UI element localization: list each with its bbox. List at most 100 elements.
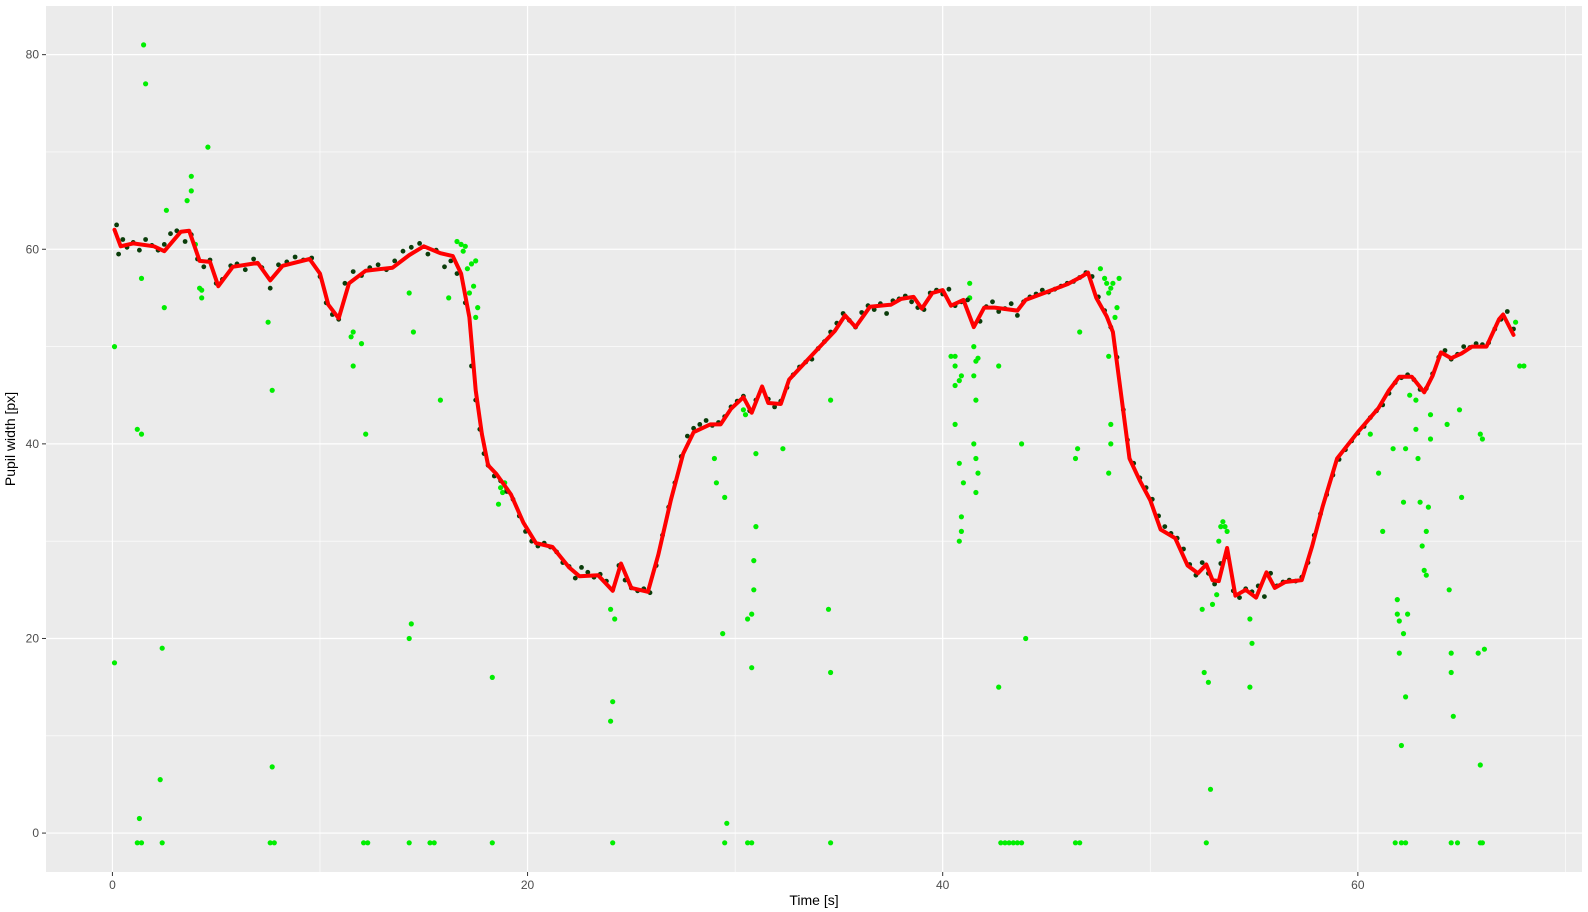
raw-sample-point xyxy=(610,699,616,705)
raw-sample-point xyxy=(1112,314,1118,320)
raw-sample-point xyxy=(952,382,958,389)
raw-sample-point xyxy=(134,840,140,846)
valid-sample-point xyxy=(137,247,142,253)
x-tick-label: 0 xyxy=(109,878,116,892)
valid-sample-point xyxy=(392,258,398,264)
raw-sample-point xyxy=(1108,441,1114,447)
valid-sample-point xyxy=(425,251,431,257)
raw-sample-point xyxy=(1400,499,1407,505)
raw-sample-point xyxy=(612,616,618,622)
raw-sample-point xyxy=(1214,592,1220,598)
raw-sample-point xyxy=(406,290,412,296)
raw-sample-point xyxy=(199,295,205,301)
raw-sample-point xyxy=(1398,840,1404,846)
raw-sample-point xyxy=(749,840,755,846)
valid-sample-point xyxy=(585,569,591,575)
raw-sample-point xyxy=(1390,446,1396,452)
raw-sample-point xyxy=(1207,786,1214,792)
raw-sample-point xyxy=(1415,455,1421,462)
y-tick-label: 40 xyxy=(26,437,40,451)
raw-sample-point xyxy=(267,840,273,846)
raw-sample-point xyxy=(1477,762,1483,768)
valid-sample-point xyxy=(909,299,914,305)
raw-sample-point xyxy=(1367,431,1373,437)
raw-sample-point xyxy=(437,397,443,403)
raw-sample-point xyxy=(1247,616,1253,622)
raw-sample-point xyxy=(489,674,495,681)
x-tick-label: 40 xyxy=(936,878,950,892)
raw-sample-point xyxy=(711,455,718,462)
raw-sample-point xyxy=(996,363,1002,369)
raw-sample-point xyxy=(1102,275,1108,281)
raw-sample-point xyxy=(608,606,614,612)
valid-sample-point xyxy=(174,228,180,234)
raw-sample-point xyxy=(1448,669,1454,676)
valid-sample-point xyxy=(1442,348,1448,353)
y-axis-title: Pupil width [px] xyxy=(2,392,18,486)
raw-sample-point xyxy=(956,378,962,384)
raw-sample-point xyxy=(1108,421,1114,427)
raw-sample-point xyxy=(1106,290,1112,296)
y-axis: 0 20 40 60 80 xyxy=(26,48,46,840)
raw-sample-point xyxy=(828,669,834,676)
raw-sample-point xyxy=(973,455,979,462)
valid-sample-point xyxy=(1162,524,1168,529)
valid-sample-point xyxy=(120,237,126,242)
raw-sample-point xyxy=(1427,436,1434,442)
raw-sample-point xyxy=(1400,631,1407,637)
raw-sample-point xyxy=(1407,392,1413,398)
raw-sample-point xyxy=(1247,684,1253,690)
raw-sample-point xyxy=(500,489,506,496)
valid-sample-point xyxy=(400,248,406,254)
valid-sample-point xyxy=(990,299,995,305)
raw-sample-point xyxy=(138,840,145,846)
raw-sample-point xyxy=(956,460,962,466)
raw-sample-point xyxy=(363,431,369,437)
raw-sample-point xyxy=(1396,650,1402,656)
raw-sample-point xyxy=(446,295,452,301)
raw-sample-point xyxy=(141,42,147,48)
raw-sample-point xyxy=(1413,426,1419,432)
valid-sample-point xyxy=(442,264,447,270)
raw-sample-point xyxy=(749,665,755,671)
valid-sample-point xyxy=(168,231,173,237)
raw-sample-point xyxy=(1222,524,1228,530)
grid-major xyxy=(46,6,1582,872)
raw-sample-point xyxy=(1477,431,1483,437)
raw-sample-point xyxy=(269,387,275,393)
raw-sample-point xyxy=(1006,840,1012,846)
raw-sample-point xyxy=(134,426,140,432)
raw-sample-point xyxy=(431,840,437,846)
raw-sample-point xyxy=(1394,597,1400,603)
raw-sample-point xyxy=(1403,840,1409,846)
raw-sample-point xyxy=(271,840,277,846)
y-tick-label: 60 xyxy=(26,242,40,256)
valid-sample-point xyxy=(1212,581,1217,587)
raw-sample-point xyxy=(973,489,979,496)
raw-sample-point xyxy=(610,840,616,846)
raw-sample-point xyxy=(1216,538,1222,544)
raw-sample-point xyxy=(958,514,965,520)
raw-sample-point xyxy=(1481,646,1487,652)
raw-sample-point xyxy=(111,660,118,666)
raw-sample-point xyxy=(1446,587,1452,593)
raw-sample-point xyxy=(1403,446,1409,452)
raw-sample-point xyxy=(410,329,416,335)
raw-sample-point xyxy=(996,684,1002,690)
raw-sample-point xyxy=(111,344,118,350)
raw-sample-point xyxy=(749,611,755,617)
raw-sample-point xyxy=(1023,635,1029,642)
raw-sample-point xyxy=(161,305,167,311)
raw-sample-point xyxy=(1114,305,1120,311)
raw-sample-point xyxy=(269,764,275,770)
valid-sample-point xyxy=(267,285,273,291)
raw-sample-point xyxy=(458,241,464,247)
raw-sample-point xyxy=(720,631,726,637)
raw-sample-point xyxy=(498,485,504,491)
raw-sample-point xyxy=(466,290,472,296)
raw-sample-point xyxy=(971,373,977,379)
valid-sample-point xyxy=(572,575,578,581)
raw-sample-point xyxy=(1002,840,1008,846)
valid-sample-point xyxy=(454,271,460,276)
raw-sample-point xyxy=(722,494,728,500)
